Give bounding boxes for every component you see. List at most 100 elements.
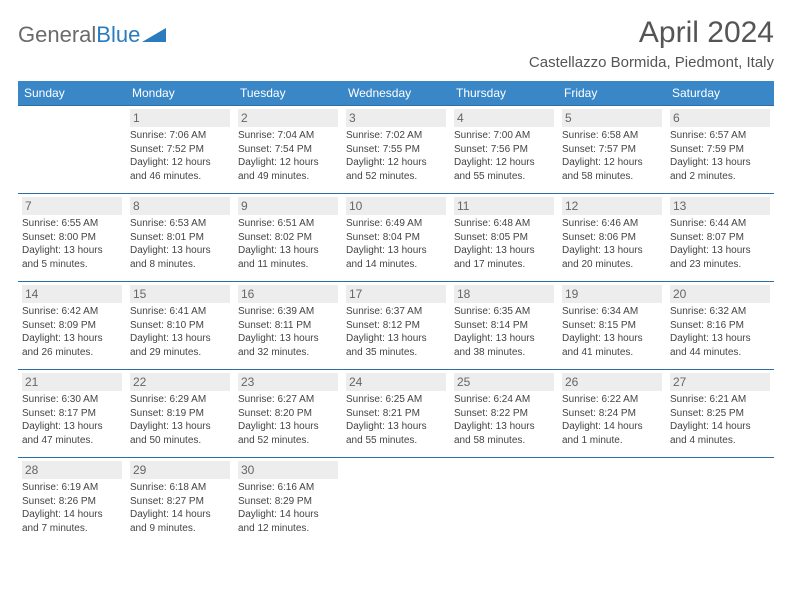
sunset-line: Sunset: 8:05 PM <box>454 231 554 245</box>
sunrise-line: Sunrise: 6:49 AM <box>346 217 446 231</box>
sunrise-line: Sunrise: 6:39 AM <box>238 305 338 319</box>
sunset-line: Sunset: 7:54 PM <box>238 143 338 157</box>
sunrise-line: Sunrise: 6:25 AM <box>346 393 446 407</box>
calendar-cell: 10Sunrise: 6:49 AMSunset: 8:04 PMDayligh… <box>342 194 450 282</box>
location: Castellazzo Bormida, Piedmont, Italy <box>529 54 774 71</box>
calendar-cell <box>450 458 558 546</box>
daylight-line: Daylight: 13 hours and 47 minutes. <box>22 420 122 447</box>
weekday-header: Friday <box>558 81 666 106</box>
day-number: 29 <box>130 461 230 479</box>
sunset-line: Sunset: 8:12 PM <box>346 319 446 333</box>
calendar-cell: 19Sunrise: 6:34 AMSunset: 8:15 PMDayligh… <box>558 282 666 370</box>
day-number: 16 <box>238 285 338 303</box>
sunrise-line: Sunrise: 6:21 AM <box>670 393 770 407</box>
daylight-line: Daylight: 14 hours and 4 minutes. <box>670 420 770 447</box>
day-number: 23 <box>238 373 338 391</box>
calendar-cell: 15Sunrise: 6:41 AMSunset: 8:10 PMDayligh… <box>126 282 234 370</box>
daylight-line: Daylight: 13 hours and 17 minutes. <box>454 244 554 271</box>
calendar-cell: 29Sunrise: 6:18 AMSunset: 8:27 PMDayligh… <box>126 458 234 546</box>
day-number: 5 <box>562 109 662 127</box>
day-number: 27 <box>670 373 770 391</box>
sunrise-line: Sunrise: 6:16 AM <box>238 481 338 495</box>
sunrise-line: Sunrise: 6:41 AM <box>130 305 230 319</box>
day-number: 21 <box>22 373 122 391</box>
daylight-line: Daylight: 13 hours and 5 minutes. <box>22 244 122 271</box>
calendar-cell: 4Sunrise: 7:00 AMSunset: 7:56 PMDaylight… <box>450 106 558 194</box>
sunset-line: Sunset: 8:16 PM <box>670 319 770 333</box>
sunset-line: Sunset: 7:56 PM <box>454 143 554 157</box>
day-number: 19 <box>562 285 662 303</box>
sunrise-line: Sunrise: 6:18 AM <box>130 481 230 495</box>
sunset-line: Sunset: 8:07 PM <box>670 231 770 245</box>
calendar-cell: 11Sunrise: 6:48 AMSunset: 8:05 PMDayligh… <box>450 194 558 282</box>
daylight-line: Daylight: 14 hours and 12 minutes. <box>238 508 338 535</box>
sunset-line: Sunset: 7:59 PM <box>670 143 770 157</box>
logo-word1: General <box>18 22 96 47</box>
sunset-line: Sunset: 8:04 PM <box>346 231 446 245</box>
sunrise-line: Sunrise: 6:19 AM <box>22 481 122 495</box>
calendar-row: 1Sunrise: 7:06 AMSunset: 7:52 PMDaylight… <box>18 106 774 194</box>
calendar-cell: 5Sunrise: 6:58 AMSunset: 7:57 PMDaylight… <box>558 106 666 194</box>
sunset-line: Sunset: 7:55 PM <box>346 143 446 157</box>
day-number: 6 <box>670 109 770 127</box>
calendar-cell: 6 Sunrise: 6:57 AMSunset: 7:59 PMDaylight… <box>666 106 774 194</box>
calendar-cell: 23Sunrise: 6:27 AMSunset: 8:20 PMDayligh… <box>234 370 342 458</box>
calendar-cell: 9 Sunrise: 6:51 AMSunset: 8:02 PMDaylight… <box>234 194 342 282</box>
calendar-cell <box>666 458 774 546</box>
day-number: 2 <box>238 109 338 127</box>
calendar-cell: 16Sunrise: 6:39 AMSunset: 8:11 PMDayligh… <box>234 282 342 370</box>
daylight-line: Daylight: 13 hours and 44 minutes. <box>670 332 770 359</box>
daylight-line: Daylight: 13 hours and 50 minutes. <box>130 420 230 447</box>
calendar-cell: 8Sunrise: 6:53 AMSunset: 8:01 PMDaylight… <box>126 194 234 282</box>
sunset-line: Sunset: 8:17 PM <box>22 407 122 421</box>
calendar-cell: 18Sunrise: 6:35 AMSunset: 8:14 PMDayligh… <box>450 282 558 370</box>
daylight-line: Daylight: 13 hours and 20 minutes. <box>562 244 662 271</box>
calendar-cell: 28Sunrise: 6:19 AMSunset: 8:26 PMDayligh… <box>18 458 126 546</box>
sunset-line: Sunset: 8:02 PM <box>238 231 338 245</box>
daylight-line: Daylight: 13 hours and 11 minutes. <box>238 244 338 271</box>
sunrise-line: Sunrise: 6:37 AM <box>346 305 446 319</box>
day-number: 3 <box>346 109 446 127</box>
sunrise-line: Sunrise: 6:27 AM <box>238 393 338 407</box>
day-number: 9 <box>238 197 338 215</box>
calendar-cell: 3Sunrise: 7:02 AMSunset: 7:55 PMDaylight… <box>342 106 450 194</box>
sunset-line: Sunset: 8:21 PM <box>346 407 446 421</box>
sunset-line: Sunset: 8:06 PM <box>562 231 662 245</box>
sunrise-line: Sunrise: 6:22 AM <box>562 393 662 407</box>
calendar-cell: 27Sunrise: 6:21 AMSunset: 8:25 PMDayligh… <box>666 370 774 458</box>
sunrise-line: Sunrise: 6:24 AM <box>454 393 554 407</box>
calendar-cell <box>558 458 666 546</box>
calendar-row: 28 Sunrise: 6:19 AMSunset: 8:26 PM Dayligh… <box>18 458 774 546</box>
day-number: 30 <box>238 461 338 479</box>
logo-text: GeneralBlue <box>18 22 140 48</box>
calendar-cell: 24 Sunrise: 6:25 AMSunset: 8:21 PMDayligh… <box>342 370 450 458</box>
sunset-line: Sunset: 8:22 PM <box>454 407 554 421</box>
day-number: 28 <box>22 461 122 479</box>
day-number: 7 <box>22 197 122 215</box>
day-number: 10 <box>346 197 446 215</box>
sunrise-line: Sunrise: 7:06 AM <box>130 129 230 143</box>
sunset-line: Sunset: 8:19 PM <box>130 407 230 421</box>
day-number: 24 <box>346 373 446 391</box>
weekday-header: Tuesday <box>234 81 342 106</box>
day-number: 20 <box>670 285 770 303</box>
sunset-line: Sunset: 8:14 PM <box>454 319 554 333</box>
sunrise-line: Sunrise: 6:53 AM <box>130 217 230 231</box>
daylight-line: Daylight: 13 hours and 52 minutes. <box>238 420 338 447</box>
daylight-line: Daylight: 13 hours and 2 minutes. <box>670 156 770 183</box>
day-number: 11 <box>454 197 554 215</box>
calendar-cell: 21Sunrise: 6:30 AMSunset: 8:17 PMDayligh… <box>18 370 126 458</box>
sunset-line: Sunset: 8:09 PM <box>22 319 122 333</box>
day-number: 25 <box>454 373 554 391</box>
sunrise-line: Sunrise: 6:32 AM <box>670 305 770 319</box>
sunrise-line: Sunrise: 6:51 AM <box>238 217 338 231</box>
sunrise-line: Sunrise: 6:57 AM <box>670 129 770 143</box>
calendar-cell: 12Sunrise: 6:46 AMSunset: 8:06 PMDayligh… <box>558 194 666 282</box>
logo-triangle-icon <box>142 26 166 47</box>
sunrise-line: Sunrise: 6:35 AM <box>454 305 554 319</box>
day-number: 1 <box>130 109 230 127</box>
daylight-line: Daylight: 13 hours and 55 minutes. <box>346 420 446 447</box>
sunrise-line: Sunrise: 6:29 AM <box>130 393 230 407</box>
sunset-line: Sunset: 8:26 PM <box>22 495 122 509</box>
daylight-line: Daylight: 13 hours and 26 minutes. <box>22 332 122 359</box>
